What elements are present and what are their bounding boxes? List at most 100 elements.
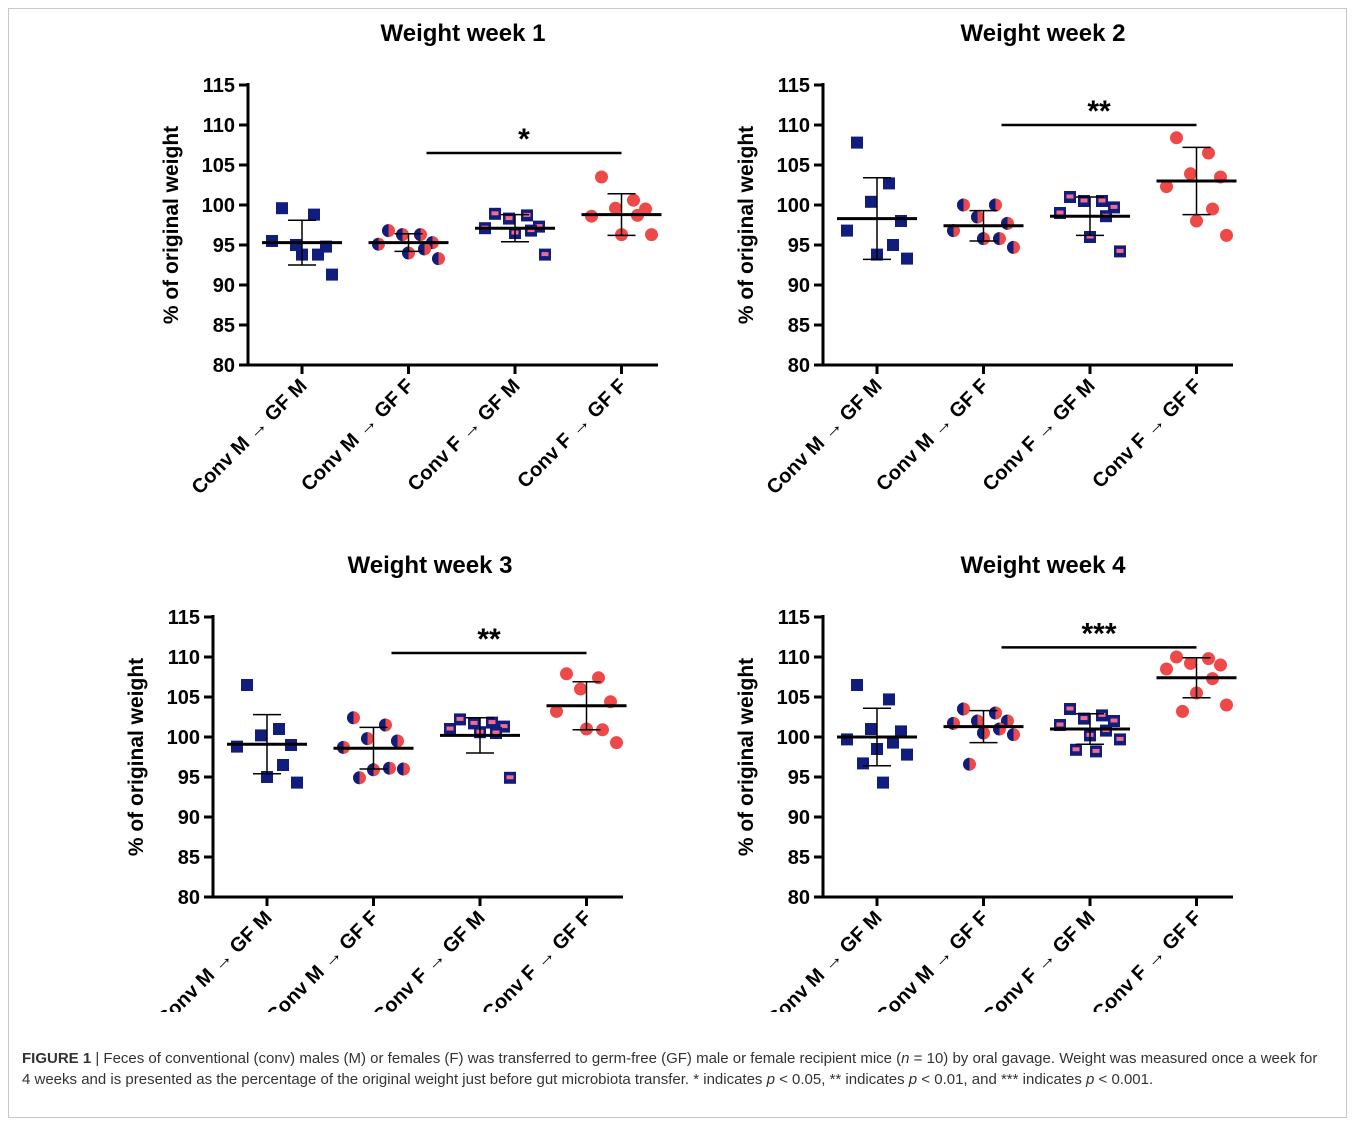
data-point bbox=[432, 252, 445, 266]
data-point bbox=[291, 776, 303, 789]
data-point bbox=[1160, 662, 1173, 676]
caption-text: = 10) by oral gavage. Weight was measure… bbox=[22, 1050, 1318, 1088]
data-point bbox=[596, 723, 609, 737]
marker-inner bbox=[1080, 716, 1088, 721]
marker-half bbox=[989, 706, 996, 720]
y-tick-label: 80 bbox=[788, 355, 810, 377]
data-point bbox=[585, 209, 598, 223]
y-axis-label: % of original weight bbox=[735, 658, 758, 856]
data-point bbox=[326, 268, 338, 281]
data-point bbox=[901, 748, 913, 761]
y-tick-label: 90 bbox=[788, 275, 810, 297]
marker-square bbox=[326, 268, 338, 281]
data-point bbox=[865, 723, 877, 735]
data-point bbox=[895, 215, 907, 227]
data-point bbox=[367, 763, 380, 777]
y-tick-label: 90 bbox=[178, 807, 200, 829]
data-point bbox=[560, 667, 573, 681]
marker-half bbox=[418, 242, 425, 256]
marker-inner bbox=[1116, 248, 1124, 253]
data-point bbox=[444, 723, 456, 735]
data-point bbox=[1176, 704, 1189, 718]
caption: FIGURE 1 | Feces of conventional (conv) … bbox=[22, 1048, 1322, 1090]
data-point bbox=[276, 202, 288, 215]
data-point bbox=[1096, 709, 1108, 722]
data-point bbox=[1078, 195, 1090, 207]
y-tick-label: 95 bbox=[213, 235, 235, 257]
caption-text: < 0.001. bbox=[1094, 1071, 1154, 1088]
caption-label: FIGURE 1 bbox=[22, 1050, 92, 1067]
marker-inner bbox=[446, 726, 454, 731]
marker-half bbox=[402, 246, 409, 260]
marker-half bbox=[379, 718, 386, 732]
data-point bbox=[877, 776, 889, 789]
data-point bbox=[1170, 650, 1183, 664]
marker-half bbox=[391, 734, 398, 748]
marker-inner bbox=[1116, 736, 1124, 741]
marker-half bbox=[947, 224, 954, 238]
data-point bbox=[971, 714, 984, 728]
data-point bbox=[1114, 733, 1126, 746]
significance-label: * bbox=[518, 123, 530, 156]
x-tick-label: Conv F → GF F bbox=[478, 907, 596, 1012]
chart-title: Weight week 4 bbox=[961, 552, 1127, 579]
x-tick-label: Conv M → GF F bbox=[262, 907, 383, 1012]
caption-italic: p bbox=[908, 1071, 918, 1088]
y-axis-label: % of original weight bbox=[735, 126, 758, 324]
caption-italic: n bbox=[901, 1050, 910, 1067]
marker-half bbox=[971, 714, 978, 728]
data-point bbox=[1190, 214, 1203, 228]
marker-square bbox=[851, 136, 863, 149]
x-tick-label: Conv F → GF M bbox=[979, 375, 1100, 496]
data-point bbox=[241, 679, 253, 691]
data-point bbox=[504, 771, 516, 784]
data-point bbox=[353, 771, 366, 785]
marker-half bbox=[993, 232, 1000, 246]
significance-label: ** bbox=[1087, 95, 1111, 128]
data-point bbox=[490, 727, 502, 739]
marker-square bbox=[895, 725, 907, 738]
data-point bbox=[418, 242, 431, 256]
chart-title: Weight week 2 bbox=[961, 20, 1126, 47]
marker-half bbox=[989, 198, 996, 212]
data-point bbox=[971, 210, 984, 224]
data-point bbox=[1160, 180, 1173, 194]
data-point bbox=[266, 235, 278, 247]
data-point bbox=[372, 237, 385, 251]
marker-half bbox=[957, 702, 964, 716]
x-tick-label: Conv M → GF M bbox=[153, 907, 277, 1012]
data-point bbox=[963, 757, 976, 771]
data-point bbox=[1064, 191, 1076, 203]
marker-inner bbox=[506, 775, 514, 780]
data-point bbox=[887, 736, 899, 749]
marker-inner bbox=[488, 720, 496, 725]
marker-square bbox=[276, 202, 288, 215]
marker-square bbox=[291, 776, 303, 789]
marker-half bbox=[971, 210, 978, 224]
marker-half bbox=[957, 198, 964, 212]
chart-title: Weight week 3 bbox=[348, 552, 513, 579]
marker-half bbox=[383, 761, 390, 775]
data-point bbox=[595, 170, 608, 184]
marker-inner bbox=[1098, 712, 1106, 717]
data-point bbox=[627, 193, 640, 207]
data-point bbox=[841, 224, 853, 237]
x-tick-label: Conv M → GF M bbox=[763, 375, 887, 499]
marker-square bbox=[883, 693, 895, 706]
y-axis-label: % of original weight bbox=[160, 126, 183, 324]
x-tick-label: Conv F → GF F bbox=[513, 375, 631, 493]
data-point bbox=[414, 228, 427, 242]
data-point bbox=[312, 248, 324, 261]
data-point bbox=[1090, 745, 1102, 758]
data-point bbox=[521, 209, 533, 222]
marker-inner bbox=[535, 224, 543, 229]
marker-inner bbox=[505, 216, 513, 221]
marker-inner bbox=[492, 730, 500, 735]
marker-inner bbox=[456, 716, 464, 721]
data-point bbox=[851, 136, 863, 149]
data-point bbox=[1108, 715, 1120, 727]
marker-inner bbox=[1056, 210, 1064, 215]
marker-half bbox=[353, 771, 360, 785]
data-point bbox=[1202, 652, 1215, 666]
y-tick-label: 105 bbox=[202, 155, 235, 177]
